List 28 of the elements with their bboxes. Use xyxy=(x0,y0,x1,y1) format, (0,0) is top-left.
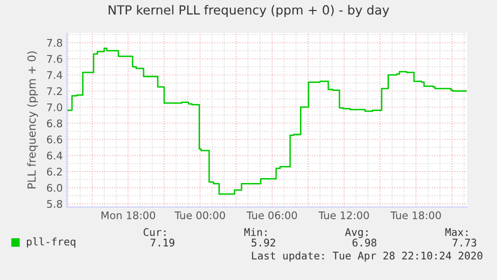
x-tick-label: Tue 12:00 xyxy=(318,211,369,220)
x-tick-label: Tue 00:00 xyxy=(174,211,226,220)
legend-label: pll-freq xyxy=(26,237,76,248)
text: Avg: xyxy=(345,228,368,238)
chart-title: NTP kernel PLL frequency (ppm + 0) - by day xyxy=(108,4,390,18)
y-tick-label: 7.8 xyxy=(47,38,62,47)
text: Max: xyxy=(445,228,468,236)
y-tick-label: 7.6 xyxy=(47,55,62,63)
y-tick-label: 6.4 xyxy=(46,152,62,160)
text: Last update: Tue Apr 28 22:10:24 2020 xyxy=(252,251,482,262)
text: 5.92 xyxy=(252,238,276,247)
y-tick-label: 6.6 xyxy=(46,136,62,144)
text: 7.19 xyxy=(150,238,174,247)
x-tick-label: Tue 18:00 xyxy=(390,211,441,220)
text: Cur: xyxy=(144,228,166,236)
text: 6.98 xyxy=(352,238,376,247)
text: Min: xyxy=(244,228,266,236)
y-tick-label: 7.0 xyxy=(47,103,62,112)
y-tick-label: 6.0 xyxy=(46,184,62,192)
y-tick-label: 5.8 xyxy=(47,200,62,208)
text: 7.73 xyxy=(452,238,476,247)
y-axis-title: PLL frequency (ppm + 0) xyxy=(27,52,38,188)
x-tick-label: Tue 06:00 xyxy=(246,211,297,220)
y-tick-label: 6.8 xyxy=(46,119,62,128)
y-tick-label: 7.4 xyxy=(47,71,62,79)
y-tick-label: 6.2 xyxy=(46,168,62,176)
x-tick-label: Mon 18:00 xyxy=(102,211,156,220)
y-tick-label: 7.2 xyxy=(47,87,62,95)
